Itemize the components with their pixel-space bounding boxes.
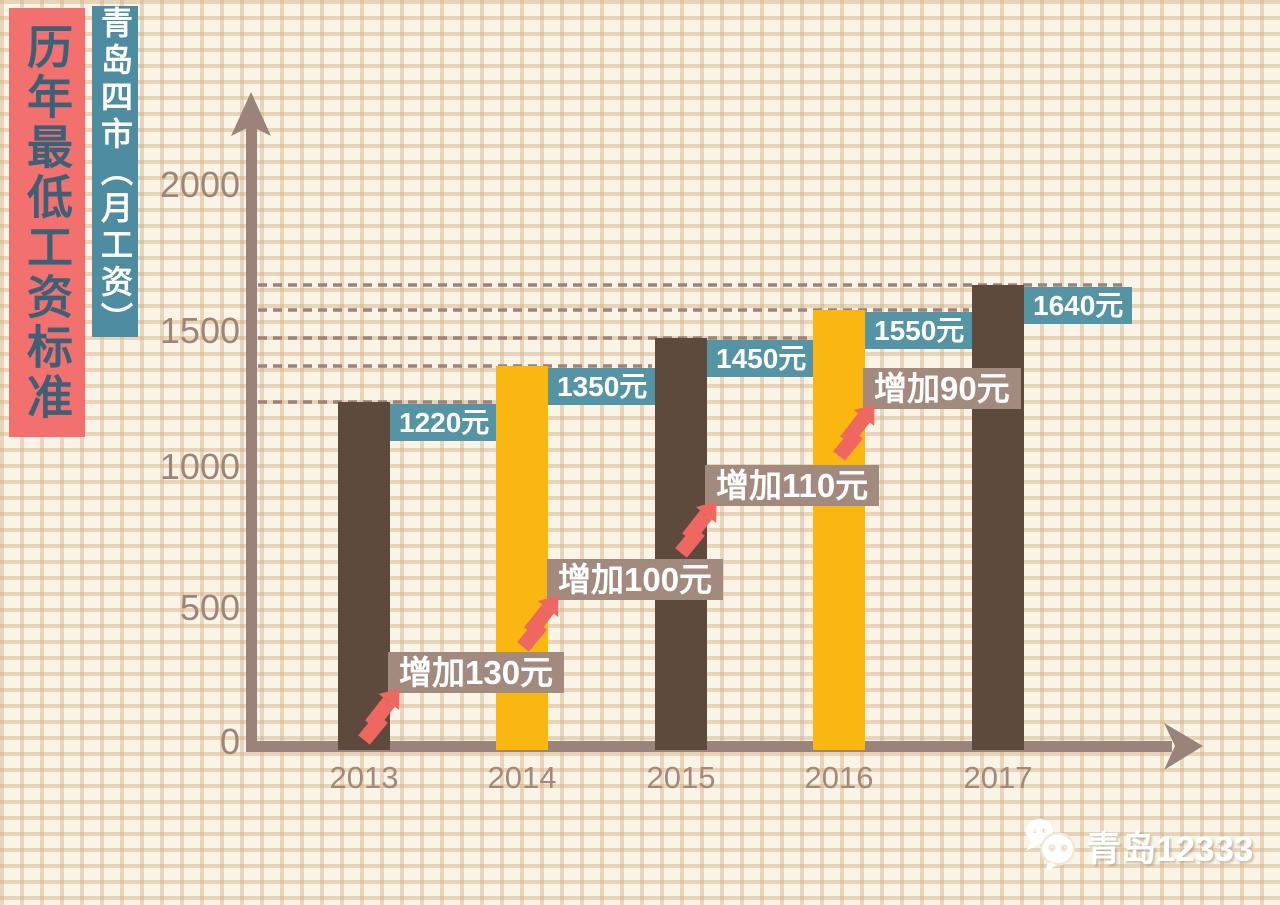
x-tick-2014: 2014	[487, 760, 557, 795]
bar-2017	[972, 285, 1024, 750]
value-label-2015: 1450元	[707, 340, 816, 377]
subtitle-banner: 青岛四市（月工资）	[92, 6, 138, 339]
page-subtitle: 青岛四市（月工资）	[97, 6, 133, 339]
zigzag-arrow-2014	[517, 595, 559, 652]
wechat-icon	[1025, 819, 1076, 873]
x-axis-arrowhead	[1164, 723, 1203, 770]
y-axis	[246, 120, 257, 752]
x-axis	[246, 741, 1172, 752]
zigzag-arrow-2016	[833, 404, 875, 461]
value-label-2016: 1550元	[865, 312, 974, 349]
x-tick-2016: 2016	[804, 760, 874, 795]
increase-label-2015: 增加110元	[705, 465, 880, 506]
x-tick-2017: 2017	[963, 760, 1033, 795]
page-title: 历年最低工资标准	[21, 22, 73, 423]
increase-label-2013: 增加130元	[388, 652, 565, 693]
y-tick-500: 500	[179, 587, 240, 628]
y-tick-1000: 1000	[159, 446, 240, 487]
y-tick-2000: 2000	[159, 164, 240, 205]
bar-2016	[813, 310, 865, 750]
zigzag-arrow-2015	[675, 501, 717, 558]
increase-label-2016: 增加90元	[863, 368, 1021, 409]
title-banner: 历年最低工资标准	[9, 8, 85, 437]
bar-2013	[338, 402, 390, 750]
y-axis-arrowhead	[231, 92, 271, 136]
y-tick-0: 0	[219, 721, 240, 762]
increase-label-2014: 增加100元	[547, 559, 724, 600]
footer-brand: 青岛12333	[1024, 818, 1253, 874]
value-label-2013: 1220元	[390, 404, 499, 441]
brand-text: 青岛12333	[1086, 829, 1254, 869]
x-tick-2015: 2015	[646, 760, 716, 795]
value-label-2014: 1350元	[548, 368, 657, 405]
x-tick-2013: 2013	[329, 760, 399, 795]
value-label-2017: 1640元	[1024, 287, 1133, 324]
y-tick-1500: 1500	[159, 310, 240, 351]
zigzag-arrow-2013	[358, 688, 400, 745]
